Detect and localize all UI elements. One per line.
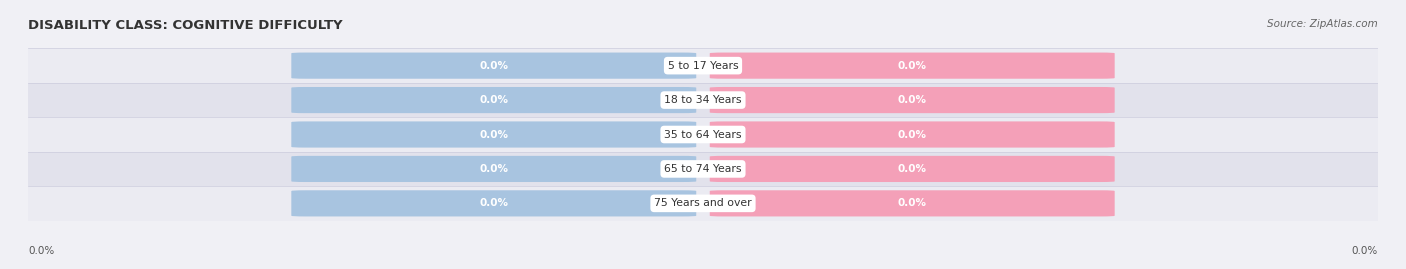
Text: 0.0%: 0.0% bbox=[479, 164, 509, 174]
FancyBboxPatch shape bbox=[710, 121, 1115, 148]
Text: 0.0%: 0.0% bbox=[479, 95, 509, 105]
Text: DISABILITY CLASS: COGNITIVE DIFFICULTY: DISABILITY CLASS: COGNITIVE DIFFICULTY bbox=[28, 19, 343, 32]
FancyBboxPatch shape bbox=[291, 121, 696, 148]
FancyBboxPatch shape bbox=[710, 52, 1115, 79]
Bar bbox=[28, 48, 1378, 83]
Text: 0.0%: 0.0% bbox=[1351, 246, 1378, 256]
Text: 0.0%: 0.0% bbox=[897, 95, 927, 105]
Text: 75 Years and over: 75 Years and over bbox=[654, 198, 752, 208]
Text: 0.0%: 0.0% bbox=[897, 129, 927, 140]
Text: 0.0%: 0.0% bbox=[897, 198, 927, 208]
Text: 18 to 34 Years: 18 to 34 Years bbox=[664, 95, 742, 105]
FancyBboxPatch shape bbox=[291, 52, 696, 79]
Text: 0.0%: 0.0% bbox=[479, 198, 509, 208]
FancyBboxPatch shape bbox=[710, 190, 1115, 217]
Text: 0.0%: 0.0% bbox=[897, 61, 927, 71]
Text: 0.0%: 0.0% bbox=[479, 61, 509, 71]
Text: 0.0%: 0.0% bbox=[897, 164, 927, 174]
Text: 0.0%: 0.0% bbox=[479, 129, 509, 140]
Text: 5 to 17 Years: 5 to 17 Years bbox=[668, 61, 738, 71]
Bar bbox=[28, 117, 1378, 152]
FancyBboxPatch shape bbox=[291, 190, 696, 217]
FancyBboxPatch shape bbox=[710, 87, 1115, 113]
Bar bbox=[28, 152, 1378, 186]
Bar bbox=[28, 83, 1378, 117]
Text: 0.0%: 0.0% bbox=[28, 246, 55, 256]
FancyBboxPatch shape bbox=[291, 87, 696, 113]
Text: 35 to 64 Years: 35 to 64 Years bbox=[664, 129, 742, 140]
Bar bbox=[28, 186, 1378, 221]
FancyBboxPatch shape bbox=[710, 156, 1115, 182]
Legend: Male, Female: Male, Female bbox=[638, 266, 768, 269]
FancyBboxPatch shape bbox=[291, 156, 696, 182]
Text: Source: ZipAtlas.com: Source: ZipAtlas.com bbox=[1267, 19, 1378, 29]
Text: 65 to 74 Years: 65 to 74 Years bbox=[664, 164, 742, 174]
